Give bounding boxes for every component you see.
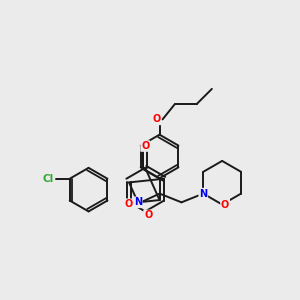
- Text: O: O: [141, 141, 149, 151]
- Text: O: O: [125, 199, 133, 209]
- Text: O: O: [152, 114, 161, 124]
- Text: Cl: Cl: [42, 174, 53, 184]
- Text: N: N: [134, 197, 142, 207]
- Text: O: O: [144, 210, 152, 220]
- Text: O: O: [221, 200, 229, 209]
- Text: N: N: [199, 189, 207, 199]
